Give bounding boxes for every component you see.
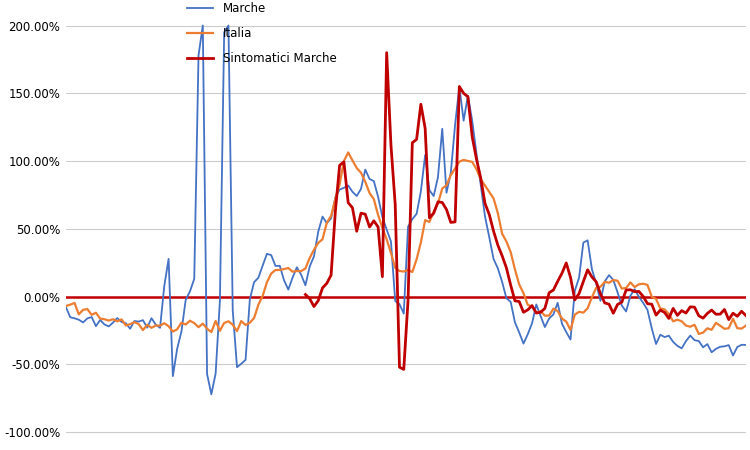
Sintomatici Marche bbox=[707, 307, 716, 313]
Marche bbox=[62, 305, 70, 310]
Marche bbox=[626, 293, 635, 298]
Marche bbox=[716, 344, 724, 350]
Sintomatici Marche bbox=[741, 313, 750, 318]
Italia bbox=[62, 303, 70, 309]
Sintomatici Marche bbox=[502, 265, 511, 270]
Italia bbox=[506, 249, 515, 255]
Marche bbox=[202, 371, 211, 377]
Italia bbox=[442, 183, 451, 188]
Line: Marche: Marche bbox=[66, 26, 746, 394]
Sintomatici Marche bbox=[438, 200, 447, 205]
Italia bbox=[254, 302, 263, 307]
Italia bbox=[198, 321, 207, 326]
Marche bbox=[446, 170, 455, 176]
Marche bbox=[198, 23, 207, 28]
Italia bbox=[741, 323, 750, 328]
Marche bbox=[741, 342, 750, 347]
Italia bbox=[344, 150, 352, 155]
Marche bbox=[511, 320, 520, 325]
Italia bbox=[716, 323, 724, 328]
Italia bbox=[694, 331, 703, 337]
Sintomatici Marche bbox=[617, 299, 626, 305]
Line: Sintomatici Marche: Sintomatici Marche bbox=[305, 53, 746, 369]
Marche bbox=[207, 392, 216, 397]
Legend: Marche, Italia, Sintomatici Marche: Marche, Italia, Sintomatici Marche bbox=[188, 2, 337, 65]
Marche bbox=[262, 251, 272, 256]
Line: Italia: Italia bbox=[66, 153, 746, 334]
Italia bbox=[622, 285, 631, 291]
